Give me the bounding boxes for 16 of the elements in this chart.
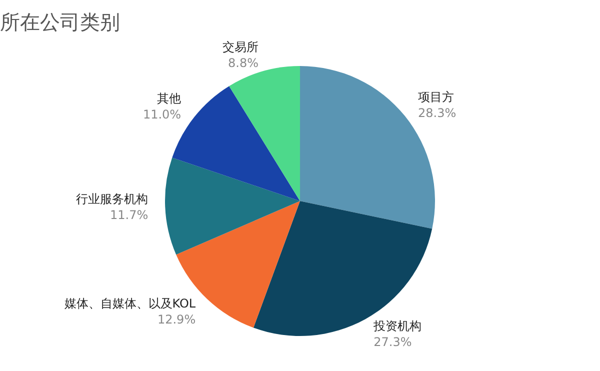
data-label: 11.0%	[142, 107, 182, 122]
pie-slice	[253, 201, 432, 336]
data-label: 28.3%	[418, 106, 456, 120]
data-label: 11.7%	[110, 208, 148, 222]
data-label: 8.8%	[228, 56, 259, 70]
pie-slice	[165, 158, 300, 255]
data-label: 27.3%	[374, 334, 412, 349]
slice-label: 媒体、自媒体、以及KOL	[64, 296, 196, 310]
pie-slice	[229, 66, 300, 201]
slice-label: 交易所	[222, 40, 259, 54]
chart-title: 所在公司类别	[0, 10, 120, 34]
data-label: 12.9%	[157, 312, 196, 326]
slice-label: 投资机构	[372, 318, 422, 333]
slice-label: 行业服务机构	[76, 192, 148, 206]
slice-label: 项目方	[418, 90, 454, 104]
slice-label: 其他	[157, 91, 182, 106]
